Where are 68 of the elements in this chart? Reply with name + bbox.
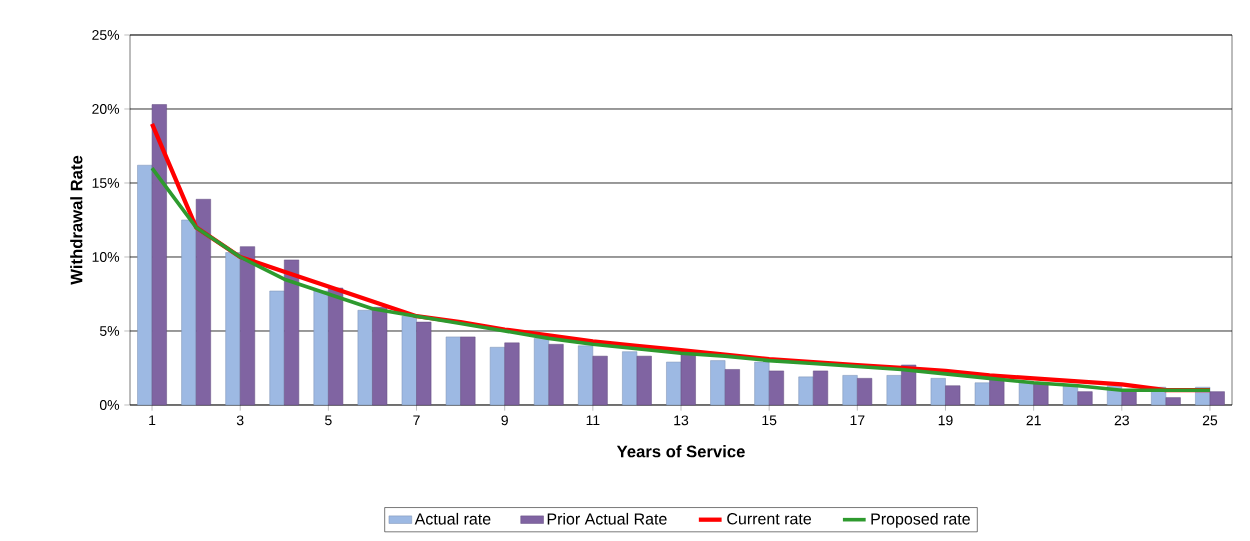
bar <box>842 375 858 406</box>
bar <box>1062 385 1078 406</box>
legend-label: Prior Actual Rate <box>547 512 667 525</box>
bar <box>195 199 211 406</box>
bar <box>592 355 608 406</box>
y-tick-label: 10% <box>92 252 120 262</box>
bar <box>401 315 417 406</box>
x-tick-label: 17 <box>850 415 865 426</box>
x-tick-label: 1 <box>149 415 156 426</box>
bar <box>812 370 829 406</box>
bar <box>622 351 638 406</box>
legend-label: Current rate <box>727 513 812 525</box>
x-tick-label: 7 <box>413 415 420 426</box>
bar <box>225 252 241 406</box>
bar <box>357 310 373 406</box>
y-tick-label: 15% <box>92 178 120 188</box>
bar <box>416 321 432 406</box>
legend-label: Proposed rate <box>871 512 970 528</box>
bar <box>548 344 564 406</box>
legend-label: Actual rate <box>414 512 491 525</box>
x-tick-label: 19 <box>938 415 953 426</box>
y-tick-label: 25% <box>92 30 120 40</box>
y-axis-title: Withdrawal Rate <box>70 155 83 285</box>
x-tick-label: 21 <box>1026 415 1041 426</box>
bar <box>798 376 814 406</box>
bar <box>489 347 505 406</box>
bar <box>1018 382 1034 406</box>
x-axis-title: Years of Service <box>616 445 745 458</box>
x-tick-label: 9 <box>501 415 508 426</box>
bar <box>504 342 520 406</box>
bar <box>930 378 946 406</box>
x-tick-label: 15 <box>762 415 777 426</box>
bar <box>1209 391 1225 406</box>
bar <box>181 219 197 406</box>
bar <box>284 259 300 406</box>
bar <box>1077 391 1093 406</box>
x-tick-label: 23 <box>1114 415 1129 426</box>
bar <box>533 338 550 406</box>
bar <box>754 361 770 406</box>
bar <box>886 375 902 406</box>
bar <box>445 336 461 406</box>
bar <box>945 385 961 406</box>
x-tick-label: 3 <box>236 415 244 426</box>
bar <box>137 164 153 406</box>
bar <box>666 361 682 406</box>
bar <box>710 360 726 406</box>
bar <box>578 345 594 406</box>
y-tick-label: 20% <box>92 104 120 114</box>
bar <box>768 370 784 406</box>
bar <box>724 369 740 406</box>
bar <box>1165 397 1181 406</box>
y-tick-label: 0% <box>99 400 120 410</box>
bar <box>372 307 388 406</box>
bar <box>636 355 652 406</box>
bar <box>328 287 344 406</box>
x-tick-label: 11 <box>586 415 600 426</box>
bar <box>239 246 256 406</box>
bar <box>460 336 476 406</box>
y-tick-label: 5% <box>99 326 120 336</box>
bar <box>313 290 329 406</box>
bar <box>857 378 873 406</box>
x-tick-label: 13 <box>674 415 689 426</box>
bar <box>974 382 990 406</box>
bar <box>151 104 167 406</box>
bar <box>269 290 285 406</box>
x-tick-label: 25 <box>1202 415 1218 426</box>
bar <box>1033 382 1049 406</box>
x-tick-label: 5 <box>325 415 332 426</box>
